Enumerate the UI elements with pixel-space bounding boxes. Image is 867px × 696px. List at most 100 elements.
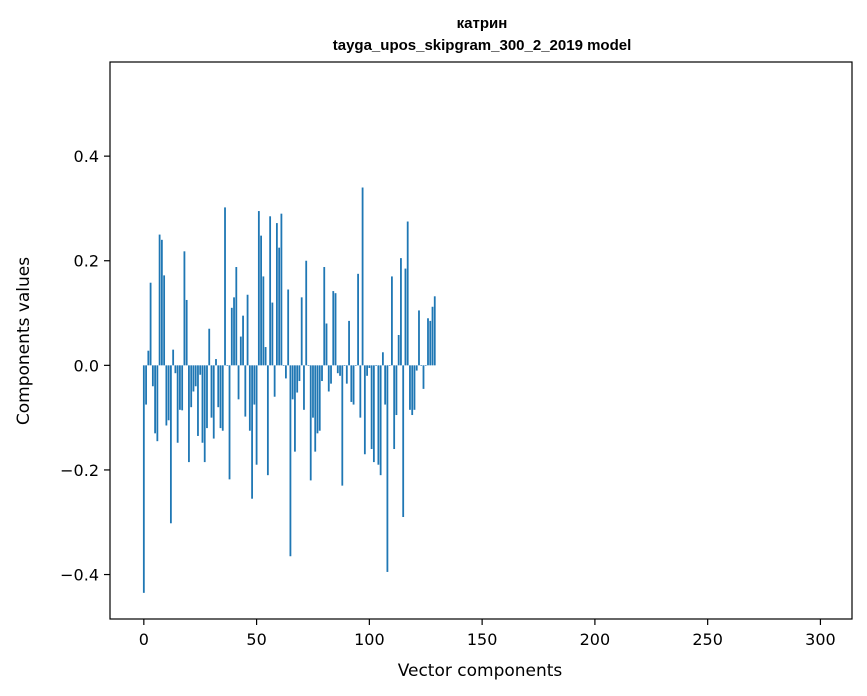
bar-94 [354, 365, 357, 366]
bar-93 [352, 365, 355, 405]
bar-63 [285, 365, 287, 379]
bar-65 [289, 365, 292, 557]
chart-subtitle: tayga_upos_skipgram_300_2_2019 model [333, 37, 632, 54]
bar-37 [226, 365, 229, 366]
chart-title: катрин [457, 15, 508, 32]
x-axis-label: Vector components [398, 661, 563, 681]
bar-35 [221, 365, 224, 431]
bar-30 [210, 365, 213, 418]
bar-89 [343, 365, 346, 366]
y-axis: −0.4 −0.2 0.0 0.2 0.4 [60, 147, 110, 585]
bar-116 [404, 268, 407, 366]
bar-113 [397, 335, 400, 366]
bar-50 [255, 365, 258, 465]
bar-125 [424, 365, 427, 366]
bar-56 [269, 216, 272, 366]
bar-105 [379, 365, 382, 476]
bar-84 [332, 291, 335, 366]
y-tick-label: 0.0 [74, 356, 99, 375]
bar-39 [230, 307, 233, 366]
bar-58 [273, 365, 276, 397]
x-tick-label: 50 [246, 630, 266, 649]
bar-5 [154, 365, 156, 434]
bar-20 [188, 365, 190, 463]
bar-95 [357, 273, 359, 366]
bar-16 [179, 365, 181, 410]
bar-122 [418, 310, 420, 366]
y-axis-label: Components values [14, 257, 34, 425]
bar-112 [395, 365, 398, 416]
bar-7 [158, 234, 161, 366]
bar-115 [402, 365, 405, 518]
bar-61 [280, 213, 283, 366]
bar-57 [271, 302, 274, 366]
bar-52 [260, 235, 262, 366]
bar-81 [325, 323, 328, 366]
bar-79 [321, 365, 323, 382]
bar-128 [431, 306, 434, 366]
bar-92 [350, 365, 353, 402]
bar-123 [420, 365, 423, 366]
bar-13 [172, 349, 175, 366]
bar-70 [300, 297, 303, 366]
bar-38 [228, 365, 231, 480]
bar-80 [323, 267, 326, 366]
bar-83 [330, 365, 332, 384]
bar-117 [406, 221, 409, 366]
bar-66 [291, 365, 294, 400]
x-axis: 0 50 100 150 200 250 300 [139, 619, 836, 649]
bar-23 [194, 365, 197, 387]
bar-26 [201, 365, 204, 443]
bar-69 [298, 365, 301, 382]
bar-100 [368, 365, 371, 368]
bar-25 [199, 365, 202, 375]
bar-21 [190, 365, 193, 408]
bar-45 [244, 365, 247, 417]
bar-96 [359, 365, 362, 418]
bar-75 [312, 365, 314, 418]
y-tick-label: 0.4 [74, 147, 99, 166]
bar-34 [219, 365, 222, 429]
bar-103 [375, 365, 378, 366]
bar-101 [370, 365, 373, 450]
bar-3 [149, 282, 152, 366]
bar-72 [305, 260, 308, 366]
bar-10 [165, 365, 168, 426]
bar-27 [203, 365, 206, 463]
bar-47 [248, 365, 251, 431]
bar-46 [246, 294, 249, 366]
bar-110 [391, 276, 393, 366]
bar-8 [160, 239, 163, 366]
bar-22 [192, 365, 195, 392]
bar-67 [294, 365, 296, 452]
bar-60 [278, 247, 281, 366]
bar-109 [388, 365, 391, 366]
bar-107 [384, 365, 387, 405]
bar-51 [257, 211, 260, 366]
bar-48 [251, 365, 253, 499]
bar-87 [339, 365, 341, 376]
bar-15 [176, 365, 179, 443]
y-tick-label: −0.4 [60, 566, 99, 585]
bar-31 [212, 365, 215, 439]
bar-43 [239, 336, 242, 366]
bar-11 [167, 365, 170, 421]
bar-59 [275, 223, 278, 366]
bar-12 [169, 365, 172, 524]
bar-88 [341, 365, 344, 486]
bar-82 [327, 365, 330, 392]
bar-17 [181, 365, 184, 411]
bar-74 [309, 365, 312, 481]
bar-62 [282, 365, 285, 366]
bar-106 [381, 352, 384, 366]
bar-86 [336, 365, 339, 374]
bar-104 [377, 365, 380, 465]
bar-28 [206, 365, 208, 429]
bar-68 [296, 365, 299, 393]
bar-41 [235, 267, 238, 366]
bar-42 [237, 365, 240, 400]
y-tick-label: −0.2 [60, 461, 99, 480]
bar-14 [174, 365, 177, 374]
bars-group [142, 187, 436, 593]
